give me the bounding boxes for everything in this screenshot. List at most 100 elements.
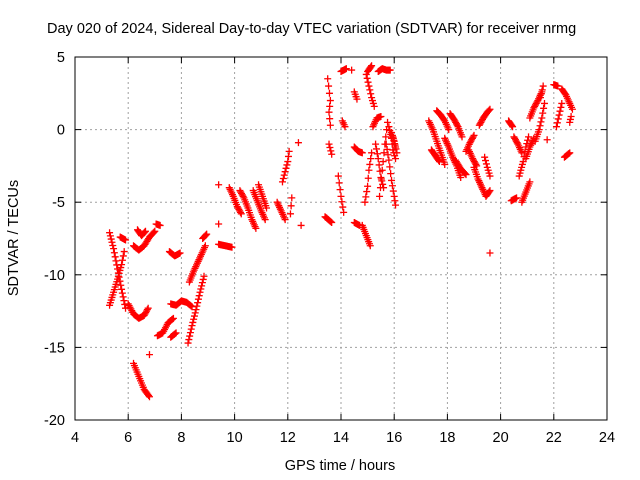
data-point (145, 392, 153, 400)
data-point (386, 163, 394, 171)
data-point (353, 95, 361, 103)
data-point (525, 133, 533, 141)
data-point (228, 243, 236, 251)
x-tick-label: 16 (386, 430, 402, 446)
data-point (391, 140, 399, 148)
x-tick-label: 20 (493, 430, 509, 446)
data-point (195, 292, 203, 300)
data-point (325, 82, 333, 90)
x-tick-label: 24 (599, 430, 615, 446)
data-point (486, 249, 494, 257)
data-point (141, 227, 149, 235)
data-point (284, 152, 292, 160)
data-point (361, 198, 369, 206)
data-point (508, 122, 516, 130)
data-point (192, 306, 200, 314)
data-point (281, 216, 289, 224)
x-tick-label: 22 (546, 430, 562, 446)
data-point (106, 229, 114, 237)
data-point (386, 66, 394, 74)
data-point (453, 121, 461, 129)
data-point (196, 288, 204, 296)
data-point (366, 160, 374, 168)
data-point (382, 133, 390, 141)
data-point (377, 175, 385, 183)
data-point (372, 140, 380, 148)
data-point (373, 150, 381, 158)
data-point (362, 193, 370, 201)
data-point (340, 208, 348, 216)
data-point (540, 99, 548, 107)
data-point (469, 133, 477, 141)
data-point (378, 166, 386, 174)
y-axis-label: SDTVAR / TECUs (6, 180, 22, 296)
data-point (252, 224, 260, 232)
data-point (358, 149, 366, 157)
data-point (169, 315, 177, 323)
data-point (458, 133, 466, 141)
data-point (457, 174, 465, 182)
data-point (326, 144, 334, 152)
data-point (539, 109, 547, 117)
data-point (558, 99, 566, 107)
data-point (193, 302, 201, 310)
data-point (380, 149, 388, 157)
data-point (367, 90, 375, 98)
x-tick-label: 8 (177, 430, 185, 446)
data-point (120, 297, 128, 305)
data-point (200, 272, 208, 280)
data-point (526, 178, 534, 186)
data-point (263, 204, 271, 212)
x-tick-label: 14 (333, 430, 349, 446)
data-point (348, 66, 356, 74)
data-point (382, 140, 390, 148)
data-point (327, 147, 335, 155)
data-point (118, 289, 126, 297)
data-point (110, 245, 118, 253)
data-point (393, 149, 401, 157)
data-point (141, 228, 149, 236)
data-point (239, 192, 247, 200)
data-point (363, 188, 371, 196)
data-point (119, 252, 127, 260)
data-point (284, 158, 292, 166)
data-point (236, 208, 244, 216)
data-point (554, 115, 562, 123)
data-point (367, 63, 375, 71)
data-point (538, 86, 546, 94)
data-point (338, 198, 346, 206)
data-point (335, 179, 343, 187)
data-point (203, 230, 211, 238)
data-point (118, 261, 126, 269)
data-point (390, 136, 398, 144)
data-point (198, 279, 206, 287)
data-point (118, 256, 126, 264)
data-point (326, 217, 334, 225)
data-point (379, 158, 387, 166)
data-point (215, 181, 223, 189)
data-point (326, 115, 334, 123)
data-point (462, 171, 470, 179)
data-point (366, 242, 374, 250)
data-point (143, 306, 151, 314)
data-point (109, 241, 117, 249)
data-point (485, 188, 493, 196)
data-point (185, 336, 193, 344)
data-point (537, 90, 545, 98)
data-point (364, 78, 372, 86)
data-point (145, 393, 153, 401)
data-point (285, 147, 293, 155)
data-point (191, 309, 199, 317)
data-point (171, 330, 179, 338)
data-point (336, 186, 344, 194)
data-point (568, 105, 576, 113)
data-point (119, 293, 127, 301)
data-point (392, 201, 400, 209)
data-point (536, 122, 544, 130)
y-tick-label: -10 (44, 268, 65, 284)
data-point (187, 325, 195, 333)
data-point (372, 145, 380, 153)
data-point (554, 82, 562, 90)
data-point (337, 192, 345, 200)
data-point (294, 139, 302, 147)
